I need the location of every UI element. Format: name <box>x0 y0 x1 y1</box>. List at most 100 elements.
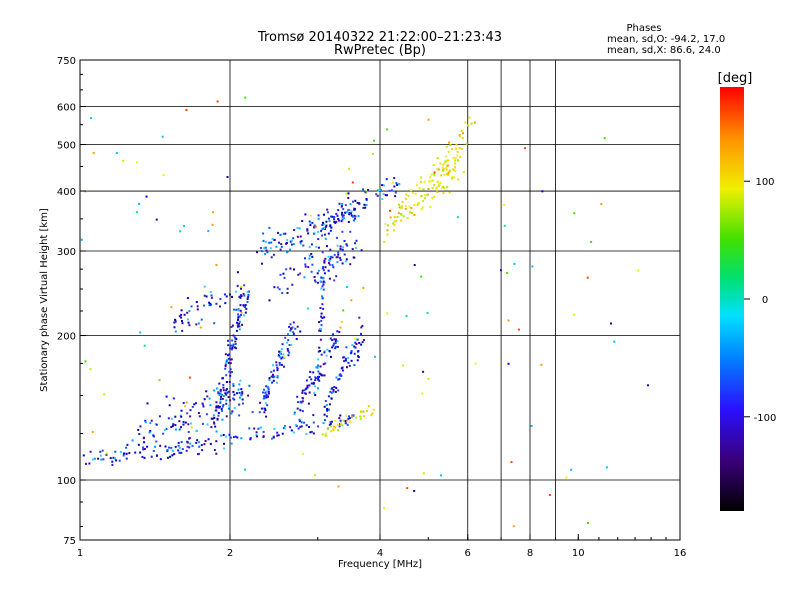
data-point <box>89 368 92 371</box>
data-point <box>137 428 140 431</box>
data-point <box>180 441 183 443</box>
data-point <box>238 391 241 394</box>
data-point <box>268 299 271 302</box>
data-point <box>320 280 323 283</box>
data-point <box>450 177 453 180</box>
data-point <box>239 309 242 312</box>
data-point <box>342 214 345 217</box>
data-point <box>323 281 326 284</box>
data-point <box>340 220 343 223</box>
data-point <box>174 330 177 333</box>
data-point <box>257 427 260 430</box>
data-point <box>135 211 138 214</box>
data-point <box>371 412 374 415</box>
data-point <box>323 213 325 216</box>
data-point <box>111 460 114 463</box>
data-point <box>439 162 442 165</box>
data-point <box>179 230 182 233</box>
data-point <box>468 116 471 119</box>
data-point <box>346 366 348 369</box>
data-point <box>180 415 183 418</box>
data-point <box>344 357 347 360</box>
data-point <box>341 366 344 369</box>
data-point <box>299 409 302 412</box>
data-point <box>446 186 449 189</box>
data-point <box>342 246 345 249</box>
data-point <box>180 426 182 429</box>
data-point <box>346 419 349 422</box>
data-point <box>277 231 279 234</box>
data-point <box>449 144 452 146</box>
data-point <box>310 430 313 433</box>
data-point <box>237 388 240 391</box>
data-point <box>377 189 380 192</box>
data-point <box>331 256 334 259</box>
data-point <box>186 412 189 415</box>
data-point <box>300 401 303 404</box>
data-point <box>114 450 117 453</box>
data-point <box>276 286 279 289</box>
data-point <box>613 340 616 343</box>
data-point <box>393 177 396 179</box>
data-point <box>235 308 238 311</box>
data-point <box>590 241 593 243</box>
data-point <box>323 227 326 229</box>
data-point <box>100 458 103 461</box>
data-point <box>228 433 231 436</box>
data-point <box>225 361 228 364</box>
data-point <box>220 407 223 410</box>
data-point <box>354 215 357 218</box>
x-tick-label: 16 <box>674 548 687 559</box>
data-point <box>230 358 233 361</box>
data-point <box>236 321 238 324</box>
data-point <box>326 245 328 248</box>
data-point <box>217 391 220 394</box>
data-point <box>241 392 244 395</box>
data-point <box>353 352 356 355</box>
data-point <box>322 363 325 366</box>
data-point <box>455 143 458 146</box>
data-point <box>321 297 324 300</box>
data-point <box>401 200 404 203</box>
data-point <box>182 402 185 404</box>
data-point <box>178 315 181 318</box>
data-point <box>454 170 457 173</box>
data-point <box>244 311 247 314</box>
data-point <box>321 234 323 237</box>
data-point <box>474 362 477 365</box>
data-point <box>350 359 353 362</box>
data-point <box>302 410 304 413</box>
data-point <box>206 395 209 398</box>
data-point <box>162 432 165 435</box>
data-point <box>306 228 309 231</box>
data-point <box>503 203 506 206</box>
data-point <box>341 424 344 427</box>
data-point <box>272 364 274 367</box>
data-point <box>265 396 268 399</box>
data-point <box>296 325 299 328</box>
data-point <box>433 171 436 174</box>
data-point <box>128 452 131 455</box>
data-point <box>317 217 320 220</box>
data-point <box>268 392 270 395</box>
data-point <box>328 350 331 352</box>
data-point <box>431 186 434 189</box>
data-point <box>335 386 338 389</box>
data-point <box>323 350 326 353</box>
data-point <box>328 277 331 280</box>
data-point <box>266 394 269 397</box>
data-point <box>209 404 212 407</box>
data-point <box>301 389 304 392</box>
data-point <box>331 334 334 337</box>
data-point <box>298 227 301 230</box>
data-point <box>325 224 328 227</box>
data-point <box>201 449 204 452</box>
data-point <box>261 262 263 265</box>
data-point <box>278 241 281 244</box>
data-point <box>332 266 335 269</box>
data-point <box>180 409 183 412</box>
data-point <box>172 397 175 400</box>
data-point <box>412 191 414 194</box>
data-point <box>327 232 330 235</box>
data-point <box>203 443 206 446</box>
